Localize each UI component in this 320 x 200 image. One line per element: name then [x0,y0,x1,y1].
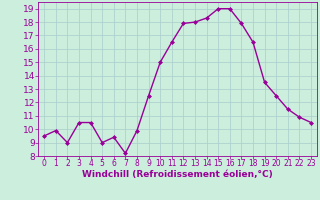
X-axis label: Windchill (Refroidissement éolien,°C): Windchill (Refroidissement éolien,°C) [82,170,273,179]
